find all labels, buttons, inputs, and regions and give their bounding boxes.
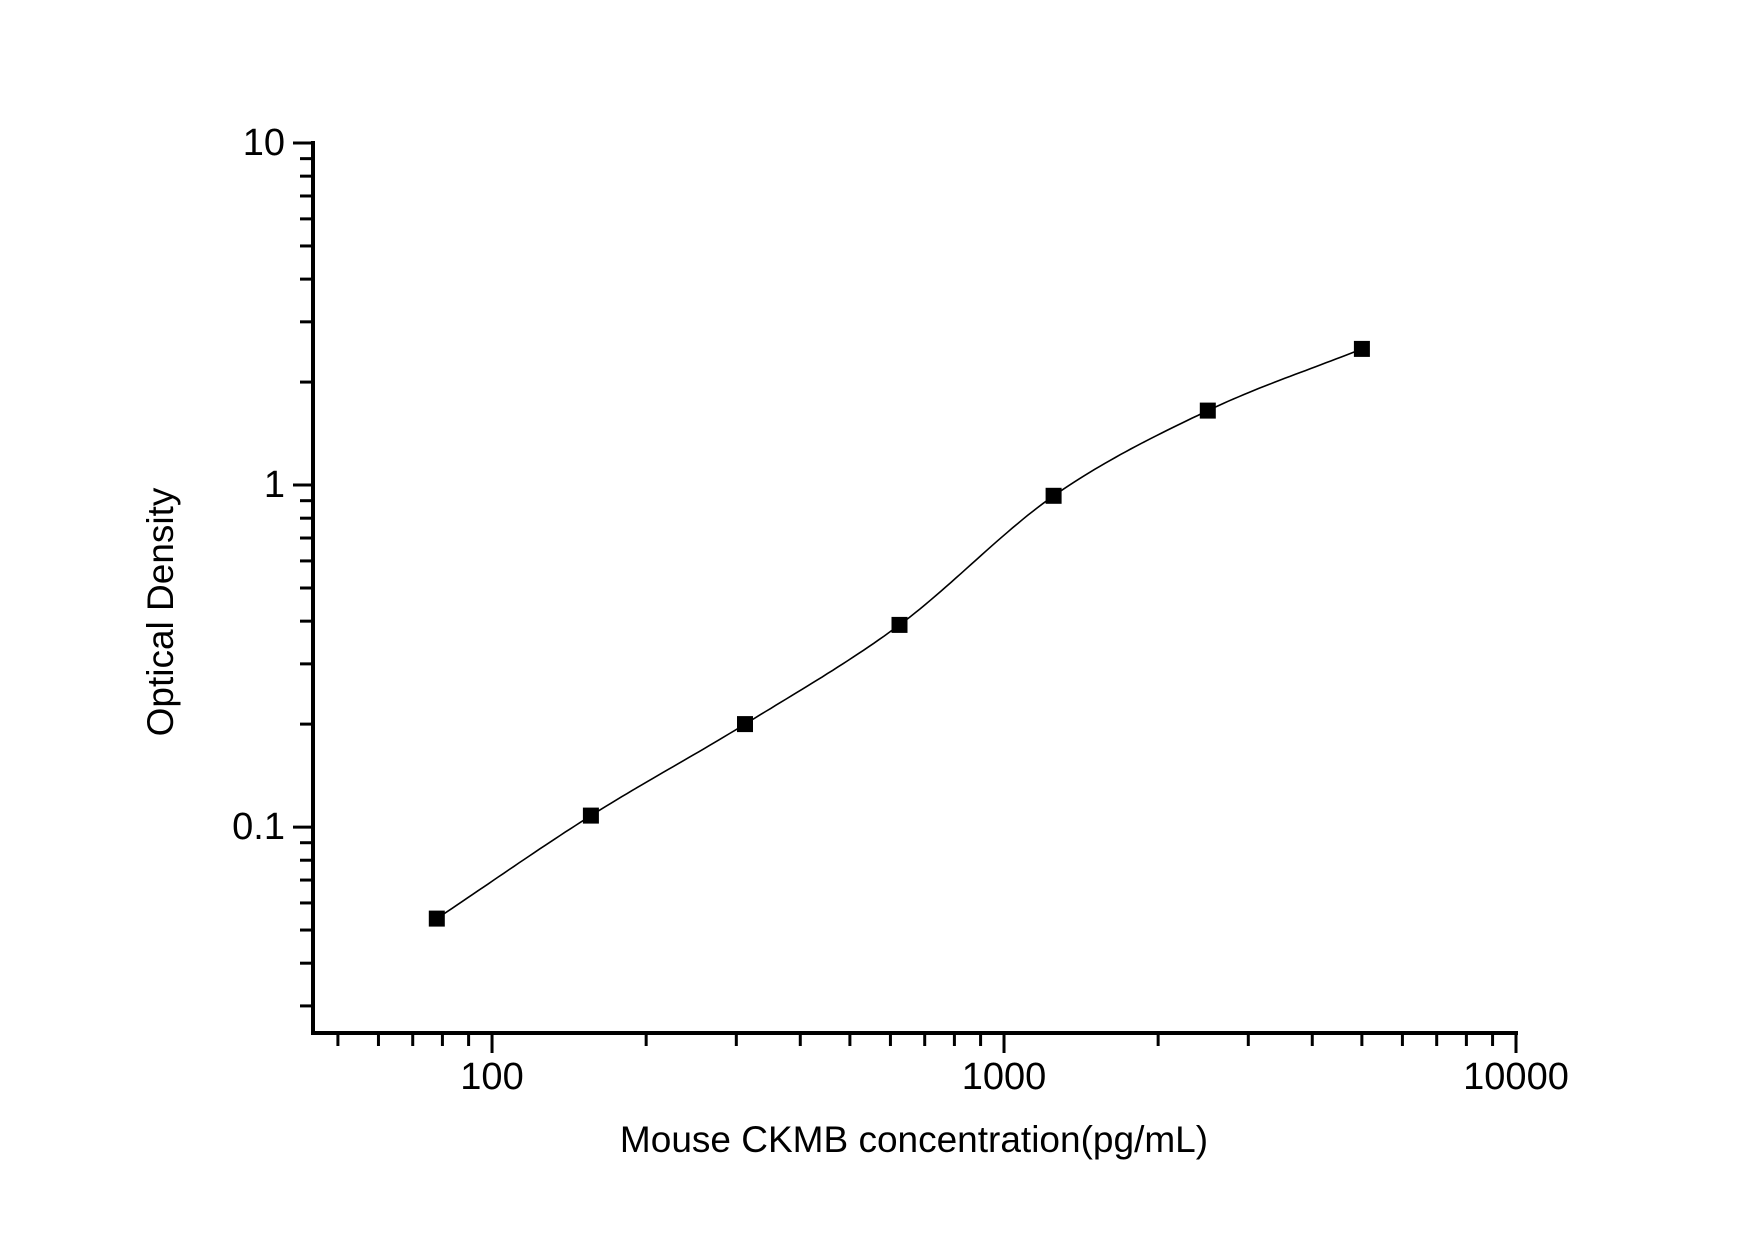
x-axis-tick-label-1000: 1000 [961, 1056, 1047, 1098]
data-point-marker [1045, 487, 1062, 504]
y-axis-tick-label-10: 10 [242, 122, 285, 164]
data-point-marker [582, 807, 599, 824]
data-point-marker [1199, 402, 1216, 419]
data-point-marker [891, 616, 908, 633]
x-axis-tick-label-100: 100 [460, 1056, 524, 1098]
fit-curve-line [436, 348, 1363, 920]
y-axis-tick-label-1: 1 [263, 464, 285, 506]
x-axis-title: Mouse CKMB concentration(pg/mL) [619, 1119, 1209, 1160]
y-axis-tick-label-0.1: 0.1 [232, 806, 285, 848]
data-point-marker [737, 716, 753, 733]
x-axis-tick-label-10000: 10000 [1463, 1056, 1569, 1098]
data-point-marker [1353, 340, 1370, 357]
data-point-marker [428, 910, 445, 927]
y-axis-title: Optical Density [140, 487, 181, 737]
